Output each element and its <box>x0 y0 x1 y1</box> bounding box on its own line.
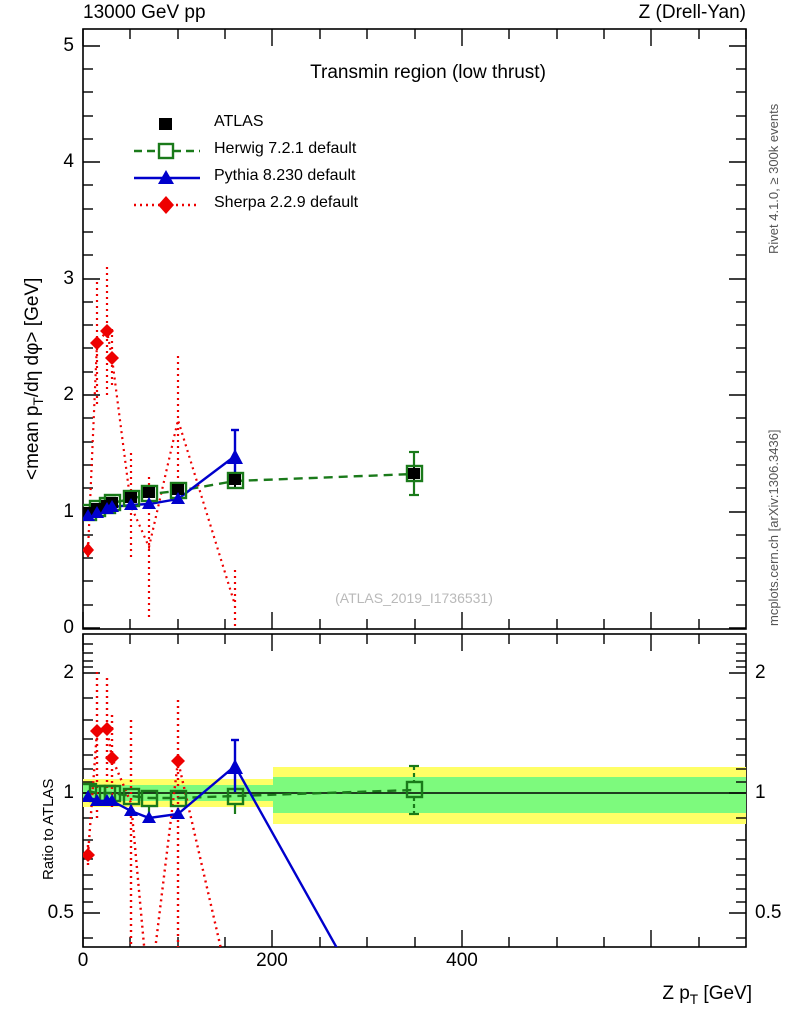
y-tick-label-4: 4 <box>63 151 74 172</box>
x-axis-label: Z pT [GeV] <box>662 983 752 1007</box>
legend-label-pythia: Pythia 8.230 default <box>214 167 356 184</box>
y-tick-label-1: 1 <box>63 501 74 522</box>
x-tick-label-200: 200 <box>256 950 288 971</box>
header-left-label: 13000 GeV pp <box>83 2 206 23</box>
ratio-y-tick-label-2: 2 <box>63 662 74 683</box>
series-line-sherpa <box>86 328 237 606</box>
series-markers-sherpa <box>83 324 119 557</box>
ratio-y-axis-ticks-right <box>729 643 746 939</box>
legend-label-sherpa: Sherpa 2.2.9 default <box>214 194 359 211</box>
ratio-line-herwig <box>87 788 415 800</box>
x-tick-label-400: 400 <box>446 950 478 971</box>
main-x-axis-ticks-bottom <box>82 612 700 629</box>
main-y-axis-ticks-right <box>729 45 746 629</box>
ratio-y-tick-label-right-2: 2 <box>755 662 766 683</box>
ratio-y-tick-label-right-0.5: 0.5 <box>755 902 782 923</box>
y-tick-label-2: 2 <box>63 384 74 405</box>
legend-marker-pythia <box>134 170 200 184</box>
legend-marker-herwig <box>134 142 200 160</box>
analysis-watermark: (ATLAS_2019_I1736531) <box>335 590 493 606</box>
ratio-markers-sherpa <box>83 722 185 862</box>
ratio-markers-pythia <box>83 759 243 823</box>
ratio-x-axis-ticks <box>82 634 700 947</box>
ratio-y-tick-label-1: 1 <box>63 782 74 803</box>
series-markers-pythia <box>83 449 243 521</box>
ratio-y-tick-label-0.5: 0.5 <box>47 902 74 923</box>
legend-marker-atlas <box>159 118 172 130</box>
y-tick-label-3: 3 <box>63 268 74 289</box>
x-tick-label-0: 0 <box>77 950 89 971</box>
plot-title: Transmin region (low thrust) <box>310 62 546 83</box>
legend-label-atlas: ATLAS <box>214 113 264 130</box>
legend-label-herwig: Herwig 7.2.1 default <box>214 140 357 157</box>
y-tick-label-0: 0 <box>63 617 74 638</box>
ratio-y-tick-label-right-1: 1 <box>755 782 766 803</box>
ratio-line-sherpa <box>86 727 222 947</box>
main-x-axis-ticks-top <box>82 29 747 46</box>
y-tick-label-5: 5 <box>63 35 74 56</box>
header-right-label: Z (Drell-Yan) <box>638 2 746 23</box>
legend-marker-sherpa <box>134 196 200 214</box>
series-errorbars-sherpa <box>86 267 237 629</box>
